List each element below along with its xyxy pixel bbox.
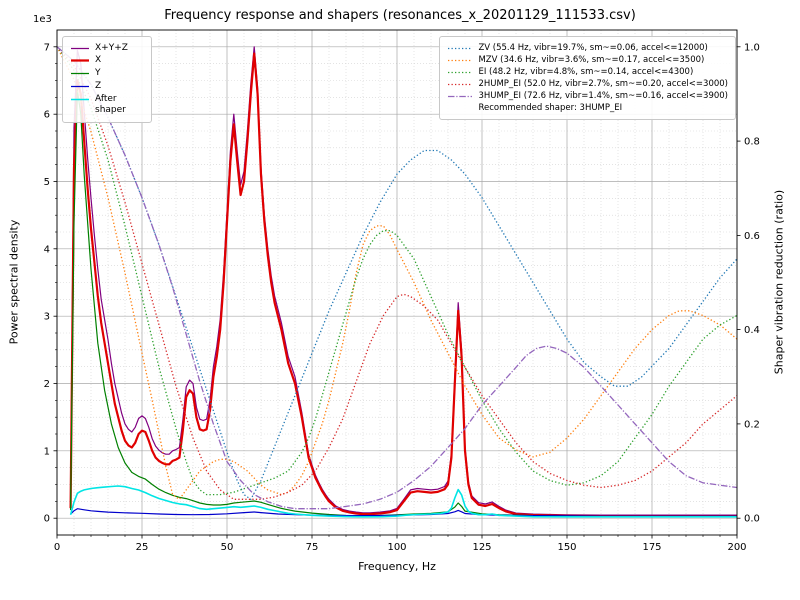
- tick-label: 75: [306, 542, 319, 553]
- legend-line-sample: [448, 95, 473, 98]
- tick-label: 1.0: [744, 42, 760, 53]
- tick-label: 7: [44, 42, 50, 53]
- tick-label: 0: [54, 542, 60, 553]
- tick-label: 6: [44, 110, 50, 121]
- legend-label: Y: [95, 68, 101, 78]
- legend-label: 2HUMP_EI (52.0 Hz, vibr=2.7%, sm~=0.20, …: [478, 78, 728, 89]
- tick-label: 3: [44, 312, 50, 323]
- x-axis-label: Frequency, Hz: [358, 560, 436, 573]
- psd-series-y: [70, 90, 737, 517]
- psd-legend: X+Y+Z X Y Z After shaper: [62, 36, 152, 123]
- tick-label: 0.4: [744, 325, 760, 336]
- legend-item-x: X: [70, 55, 144, 66]
- legend-label: EI (48.2 Hz, vibr=4.8%, sm~=0.14, accel<…: [478, 66, 694, 77]
- tick-label: 0.2: [744, 419, 760, 430]
- legend-item-z: Z: [70, 81, 144, 92]
- legend-line-sample: [71, 47, 89, 49]
- legend-label: X+Y+Z: [95, 42, 128, 53]
- legend-label: ZV (55.4 Hz, vibr=19.7%, sm~=0.06, accel…: [478, 42, 708, 53]
- legend-line-sample: [71, 98, 89, 100]
- legend-item-after-shaper: After shaper: [70, 94, 144, 117]
- tick-label: 200: [727, 542, 746, 553]
- legend-label: 3HUMP_EI (72.6 Hz, vibr=1.4%, sm~=0.16, …: [478, 91, 728, 101]
- tick-label: 125: [472, 542, 491, 553]
- legend-item-ei: EI (48.2 Hz, vibr=4.8%, sm~=0.14, accel<…: [447, 67, 728, 78]
- tick-label: 0: [44, 514, 50, 525]
- legend-label: Z: [95, 80, 102, 91]
- shaper-series-2hump-ei: [56, 46, 738, 500]
- tick-label: 0.0: [744, 514, 760, 525]
- right-y-axis-label: Shaper vibration reduction (ratio): [772, 189, 786, 375]
- tick-label: 50: [221, 542, 234, 553]
- legend-item-mzv: MZV (34.6 Hz, vibr=3.6%, sm~=0.17, accel…: [447, 55, 728, 66]
- legend-line-sample: [448, 59, 473, 61]
- legend-line-sample: [71, 72, 89, 75]
- tick-label: 5: [44, 177, 50, 188]
- recommended-shaper-label: Recommended shaper: 3HUMP_EI: [478, 103, 623, 114]
- tick-label: 25: [136, 542, 149, 553]
- tick-label: 2: [44, 379, 50, 390]
- shaper-series-mzv: [56, 46, 738, 500]
- legend-line-sample: [71, 85, 89, 87]
- legend-line-sample: [448, 83, 473, 86]
- tick-label: 100: [387, 542, 406, 553]
- left-y-axis-label: Power spectral density: [7, 219, 21, 345]
- tick-label: 0.8: [744, 137, 760, 148]
- tick-label: 1: [44, 446, 50, 457]
- shaper-legend: ZV (55.4 Hz, vibr=19.7%, sm~=0.06, accel…: [439, 36, 736, 121]
- legend-item-y: Y: [70, 68, 144, 79]
- legend-label: MZV (34.6 Hz, vibr=3.6%, sm~=0.17, accel…: [478, 54, 705, 65]
- left-axis-multiplier: 1e3: [33, 14, 52, 25]
- legend-label: X: [95, 55, 102, 66]
- legend-item-recommended-shaper: Recommended shaper: 3HUMP_EI: [478, 103, 728, 114]
- legend-item-xyz: X+Y+Z: [70, 43, 144, 54]
- legend-item-2hump-ei: 2HUMP_EI (52.0 Hz, vibr=2.7%, sm~=0.20, …: [447, 79, 728, 90]
- psd-series-x: [69, 52, 737, 518]
- tick-label: 4: [44, 244, 50, 255]
- legend-item-zv: ZV (55.4 Hz, vibr=19.7%, sm~=0.06, accel…: [447, 43, 728, 54]
- legend-label: After shaper: [95, 93, 126, 115]
- tick-label: 150: [557, 542, 576, 553]
- psd-series-after-shaper: [69, 485, 737, 518]
- legend-line-sample: [448, 71, 473, 73]
- tick-label: 175: [642, 542, 661, 553]
- legend-item-3hump-ei: 3HUMP_EI (72.6 Hz, vibr=1.4%, sm~=0.16, …: [447, 91, 728, 102]
- legend-line-sample: [448, 47, 473, 49]
- chart-title: Frequency response and shapers (resonanc…: [164, 8, 636, 23]
- shaper-series-3hump-ei: [56, 46, 738, 510]
- legend-line-sample: [71, 59, 89, 62]
- shaper-series-zv: [56, 46, 738, 500]
- tick-label: 0.6: [744, 231, 760, 242]
